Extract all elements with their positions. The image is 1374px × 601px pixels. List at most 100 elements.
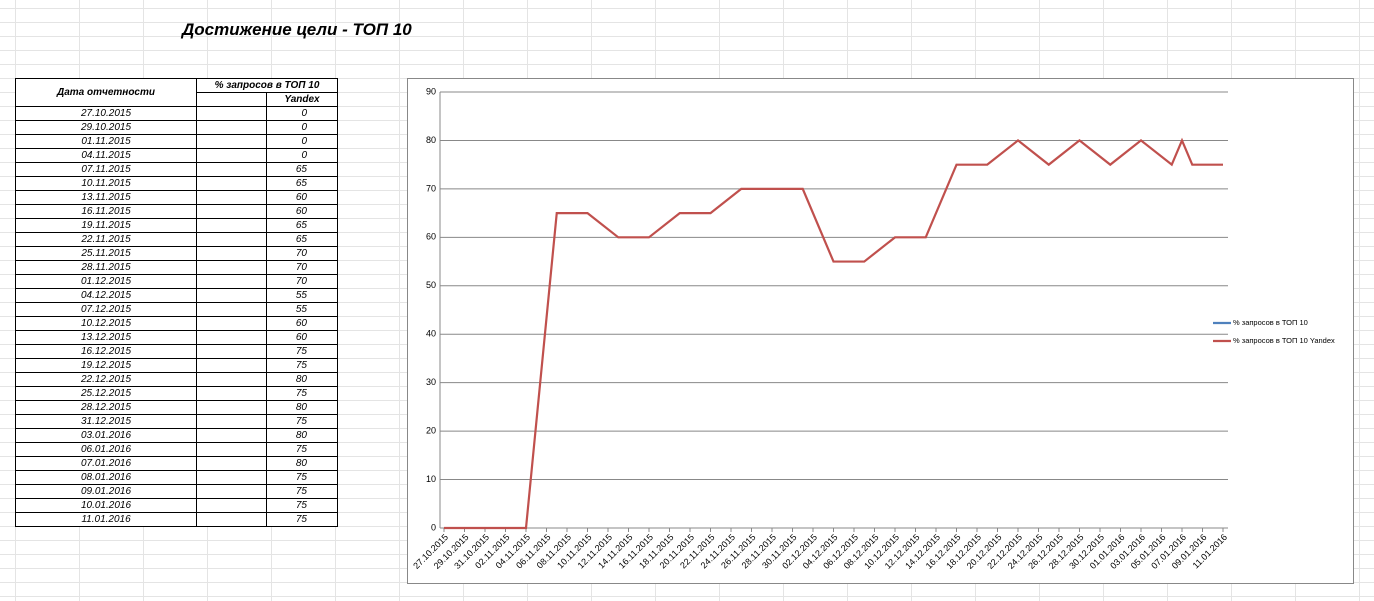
- y-tick-label: 20: [426, 425, 436, 435]
- table-cell: [196, 428, 267, 443]
- table-cell: 0: [266, 106, 338, 121]
- y-tick-label: 10: [426, 474, 436, 484]
- table-cell: [196, 344, 267, 359]
- table-row: 10.11.2015 65: [15, 176, 338, 191]
- table-cell: 03.01.2016: [15, 428, 197, 443]
- table-cell: [196, 246, 267, 261]
- table-row: 11.01.2016 75: [15, 512, 338, 527]
- table-cell: [196, 302, 267, 317]
- header-cell: % запросов в ТОП 10: [196, 78, 338, 93]
- table-cell: [196, 260, 267, 275]
- table-cell: 22.11.2015: [15, 232, 197, 247]
- table-cell: 06.01.2016: [15, 442, 197, 457]
- series-line: [444, 137, 1223, 530]
- table-cell: [196, 512, 267, 527]
- table-cell: 75: [266, 414, 338, 429]
- table-row: 07.12.2015 55: [15, 302, 338, 317]
- table-cell: 80: [266, 372, 338, 387]
- legend-label: % запросов в ТОП 10 Yandex: [1233, 336, 1335, 345]
- header-cell: Yandex: [266, 92, 338, 107]
- table-row: 04.12.2015 55: [15, 288, 338, 303]
- table-row: 13.12.2015 60: [15, 330, 338, 345]
- table-row: 08.01.2016 75: [15, 470, 338, 485]
- y-tick-label: 30: [426, 377, 436, 387]
- table-row: 16.12.2015 75: [15, 344, 338, 359]
- table-cell: [196, 386, 267, 401]
- table-cell: 01.12.2015: [15, 274, 197, 289]
- table-cell: [196, 414, 267, 429]
- table-cell: 11.01.2016: [15, 512, 197, 527]
- table-row: 25.11.2015 70: [15, 246, 338, 261]
- chart: 010203040506070809027.10.201529.10.20153…: [407, 78, 1354, 584]
- table-cell: 04.11.2015: [15, 148, 197, 163]
- table-row: 19.12.2015 75: [15, 358, 338, 373]
- table-cell: 10.11.2015: [15, 176, 197, 191]
- table-cell: 70: [266, 246, 338, 261]
- y-tick-label: 40: [426, 329, 436, 339]
- table-cell: [196, 330, 267, 345]
- table-cell: 65: [266, 218, 338, 233]
- table-cell: [196, 358, 267, 373]
- table-row: 25.12.2015 75: [15, 386, 338, 401]
- table-cell: 28.11.2015: [15, 260, 197, 275]
- table-cell: [196, 442, 267, 457]
- table-row: 07.11.2015 65: [15, 162, 338, 177]
- table-row: 10.01.2016 75: [15, 498, 338, 513]
- table-cell: 10.01.2016: [15, 498, 197, 513]
- table-cell: 80: [266, 400, 338, 415]
- table-cell: 25.12.2015: [15, 386, 197, 401]
- table-cell: 13.11.2015: [15, 190, 197, 205]
- table-row: 07.01.2016 80: [15, 456, 338, 471]
- table-cell: [196, 190, 267, 205]
- table-row: 16.11.2015 60: [15, 204, 338, 219]
- table-row: 01.12.2015 70: [15, 274, 338, 289]
- sheet-title: Достижение цели - ТОП 10: [182, 20, 412, 39]
- table-cell: 75: [266, 358, 338, 373]
- table-cell: [196, 218, 267, 233]
- table-row: 06.01.2016 75: [15, 442, 338, 457]
- table-cell: 07.01.2016: [15, 456, 197, 471]
- table-cell: 75: [266, 498, 338, 513]
- table-cell: 75: [266, 470, 338, 485]
- table-cell: 16.12.2015: [15, 344, 197, 359]
- table-cell: 80: [266, 428, 338, 443]
- table-cell: [196, 232, 267, 247]
- table-row: 22.11.2015 65: [15, 232, 338, 247]
- table-cell: [196, 274, 267, 289]
- table-cell: 19.12.2015: [15, 358, 197, 373]
- y-tick-label: 90: [426, 86, 436, 96]
- table-cell: 0: [266, 134, 338, 149]
- table-cell: 0: [266, 148, 338, 163]
- table-cell: 13.12.2015: [15, 330, 197, 345]
- y-tick-label: 0: [431, 522, 436, 532]
- header-cell: Дата отчетности: [15, 78, 197, 107]
- table-row: 10.12.2015 60: [15, 316, 338, 331]
- table-cell: 07.11.2015: [15, 162, 197, 177]
- table-cell: 22.12.2015: [15, 372, 197, 387]
- table-cell: 55: [266, 288, 338, 303]
- table-cell: 19.11.2015: [15, 218, 197, 233]
- table-cell: 70: [266, 260, 338, 275]
- table-row: 19.11.2015 65: [15, 218, 338, 233]
- table-cell: 28.12.2015: [15, 400, 197, 415]
- table-cell: [196, 484, 267, 499]
- table-cell: 07.12.2015: [15, 302, 197, 317]
- table-cell: 75: [266, 484, 338, 499]
- table-cell: 25.11.2015: [15, 246, 197, 261]
- table-cell: 75: [266, 344, 338, 359]
- table-cell: [196, 372, 267, 387]
- table-cell: 08.01.2016: [15, 470, 197, 485]
- table-cell: 60: [266, 316, 338, 331]
- table-cell: 01.11.2015: [15, 134, 197, 149]
- header-cell: [196, 92, 267, 107]
- table-cell: 55: [266, 302, 338, 317]
- table-row: 22.12.2015 80: [15, 372, 338, 387]
- table-cell: [196, 134, 267, 149]
- table-cell: 09.01.2016: [15, 484, 197, 499]
- table-cell: [196, 470, 267, 485]
- table-row: 03.01.2016 80: [15, 428, 338, 443]
- table-cell: [196, 498, 267, 513]
- table-cell: 75: [266, 442, 338, 457]
- table-cell: [196, 106, 267, 121]
